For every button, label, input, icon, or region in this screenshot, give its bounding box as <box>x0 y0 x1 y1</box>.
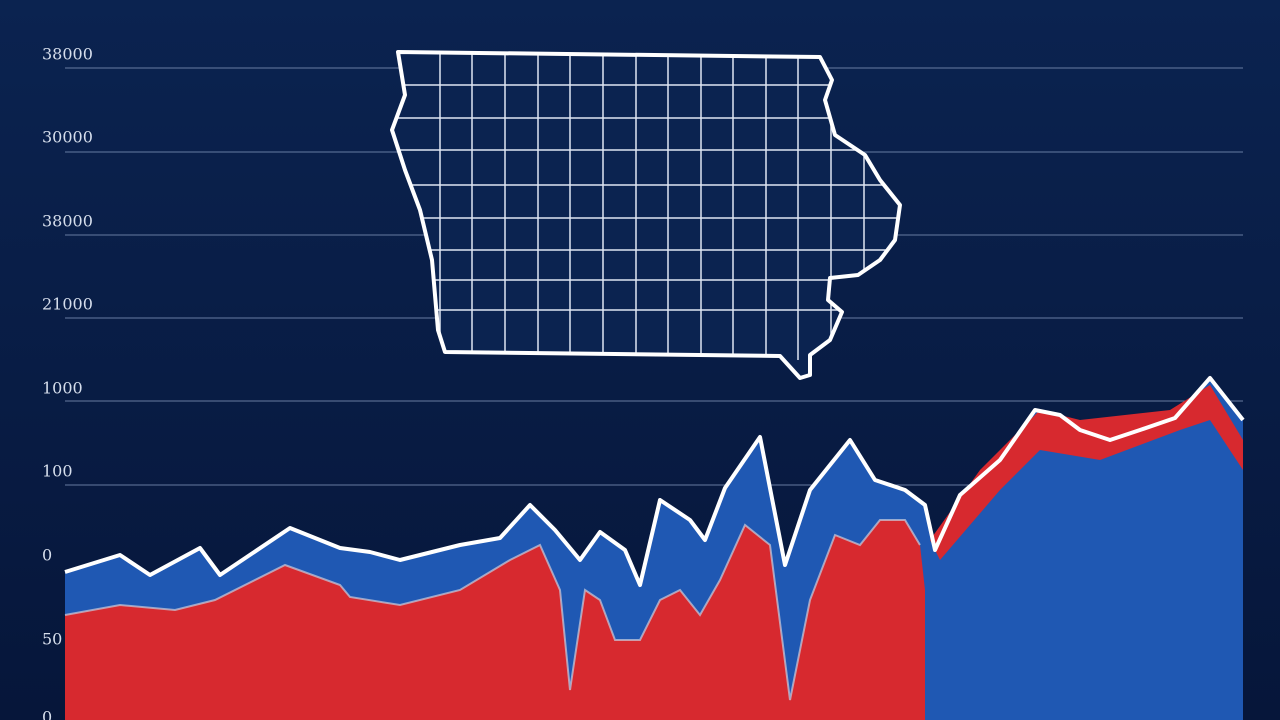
iowa-map <box>390 50 902 380</box>
area-chart <box>64 376 1245 720</box>
county-lines <box>392 52 900 360</box>
axis-label: 30000 <box>42 128 93 147</box>
axis-label: 38000 <box>42 45 93 64</box>
axis-label: 0 <box>42 546 52 565</box>
axis-label: 50 <box>42 630 62 649</box>
red-edge <box>64 519 921 701</box>
axis-label: 38000 <box>42 212 93 231</box>
red-area <box>65 520 925 720</box>
red-streak <box>930 385 1243 560</box>
axis-label: 100 <box>42 462 73 481</box>
white-line <box>64 376 1245 587</box>
axis-label: 21000 <box>42 295 93 314</box>
map-fill <box>392 52 900 378</box>
axis-label: 1000 <box>42 379 83 398</box>
map-outline <box>390 50 902 380</box>
axis-label: 0 <box>42 708 52 720</box>
